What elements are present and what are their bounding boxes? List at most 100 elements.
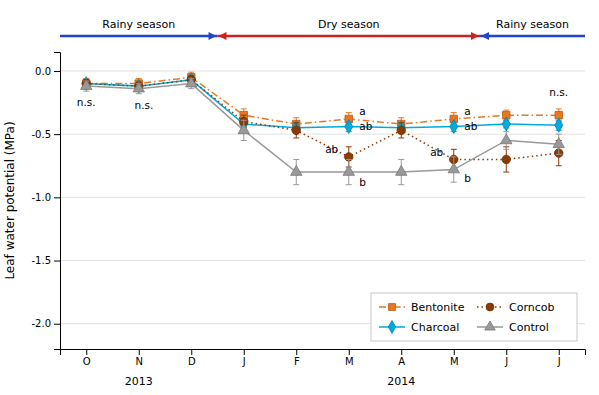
marker: [501, 134, 512, 144]
x-tick-mark: [244, 349, 245, 355]
legend-label: Corncob: [509, 301, 554, 314]
annotations: 20132014n.s.n.s.n.s.aababbaababbRainy se…: [60, 18, 585, 388]
marker: [555, 118, 563, 132]
annotation: a: [464, 105, 470, 117]
grid-line: [60, 260, 585, 261]
x-tick-label: N: [136, 356, 143, 367]
series: [81, 77, 565, 185]
marker: [396, 165, 407, 175]
y-tick: -1.5: [31, 255, 60, 266]
x-tick-mark: [454, 349, 455, 355]
marker: [292, 126, 300, 134]
x-axis-line: [61, 350, 586, 356]
y-tick-label: 0.0: [35, 66, 51, 77]
x-tick-mark: [86, 349, 87, 355]
y-axis-title: Leaf water potential (MPa): [3, 121, 17, 279]
x-tick-mark: [191, 349, 192, 355]
x-tick: D: [188, 349, 196, 367]
annotation: ab: [359, 120, 372, 132]
x-tick: J: [504, 349, 508, 367]
y-tick-mark: [54, 261, 60, 262]
marker: [238, 124, 249, 134]
x-tick-mark: [296, 349, 297, 355]
year-label: 2014: [387, 375, 415, 388]
y-tick-mark: [54, 197, 60, 198]
legend-item: Control: [477, 321, 549, 334]
x-tick: J: [242, 349, 246, 367]
series: [83, 72, 563, 130]
annotation: a: [359, 105, 365, 117]
season-label: Rainy season: [102, 18, 175, 31]
x-tick-label: A: [398, 356, 405, 367]
y-tick-label: -2.0: [31, 318, 51, 329]
annotation: ab: [325, 143, 338, 155]
annotation: n.s.: [549, 86, 568, 98]
marker: [553, 138, 564, 148]
x-tick-mark: [349, 349, 350, 355]
marker: [345, 120, 353, 134]
season-arrow: [471, 32, 479, 40]
x-tick-label: M: [345, 356, 354, 367]
marker: [450, 120, 458, 134]
y-axis-line: [54, 53, 61, 350]
annotation: ab: [464, 120, 477, 132]
annotation: b: [359, 176, 366, 188]
plot: 0.0 -0.5 -1.0 -1.5 -2.0 O N D J F M A M J J Leaf water …: [3, 18, 586, 388]
season-arrow: [209, 32, 217, 40]
legend-label: Control: [509, 321, 549, 334]
marker: [448, 163, 459, 173]
x-tick-label: M: [450, 356, 459, 367]
year-label: 2013: [125, 375, 153, 388]
x-tick-label: J: [557, 356, 561, 367]
marker: [133, 82, 144, 92]
season-label: Dry season: [318, 18, 380, 31]
grid: [60, 71, 585, 324]
legend-marker: [485, 321, 496, 330]
legend-box: [371, 293, 577, 341]
x-tick-mark: [559, 349, 560, 355]
y-tick: -0.5: [31, 129, 60, 140]
grid-line: [60, 70, 585, 71]
marker: [343, 165, 354, 175]
season-line: [60, 35, 218, 38]
legend-item: Bentonite: [379, 301, 465, 314]
y-axis: 0.0 -0.5 -1.0 -1.5 -2.0: [31, 53, 60, 350]
legend-item: Charcoal: [379, 321, 459, 334]
x-tick-label: J: [504, 356, 508, 367]
legend-label: Charcoal: [411, 321, 459, 334]
x-axis: ONDJFMAMJJ: [61, 349, 586, 367]
marker: [291, 165, 302, 175]
season-line: [218, 35, 481, 38]
y-tick: 0.0: [35, 66, 60, 77]
x-tick-label: F: [294, 356, 300, 367]
series: [82, 73, 563, 135]
series-line: [86, 84, 559, 172]
y-tick-label: -0.5: [31, 129, 51, 140]
season-line: [480, 35, 585, 38]
y-tick-mark: [54, 134, 60, 135]
legend-marker: [388, 321, 395, 334]
x-tick-mark: [139, 349, 140, 355]
y-tick-label: -1.0: [31, 192, 51, 203]
series-line: [86, 80, 559, 160]
x-tick: O: [83, 349, 91, 367]
marker: [502, 117, 510, 131]
series: [82, 76, 563, 172]
x-tick-mark: [401, 349, 402, 355]
x-tick-mark: [506, 349, 507, 355]
y-tick: -2.0: [31, 318, 60, 329]
marks: [81, 72, 565, 184]
y-tick-label: -1.5: [31, 255, 51, 266]
annotation: n.s.: [135, 99, 154, 111]
x-tick-label: O: [83, 356, 91, 367]
legend: Bentonite Charcoal Corncob Control: [371, 293, 577, 341]
x-tick: M: [450, 349, 459, 367]
marker: [186, 77, 197, 87]
x-tick: A: [398, 349, 405, 367]
legend-label: Bentonite: [411, 301, 465, 314]
y-tick-mark: [54, 71, 60, 72]
annotation: ab: [430, 146, 443, 158]
annotation: n.s.: [77, 96, 96, 108]
y-tick: -1.0: [31, 192, 60, 203]
legend-marker: [389, 304, 396, 311]
